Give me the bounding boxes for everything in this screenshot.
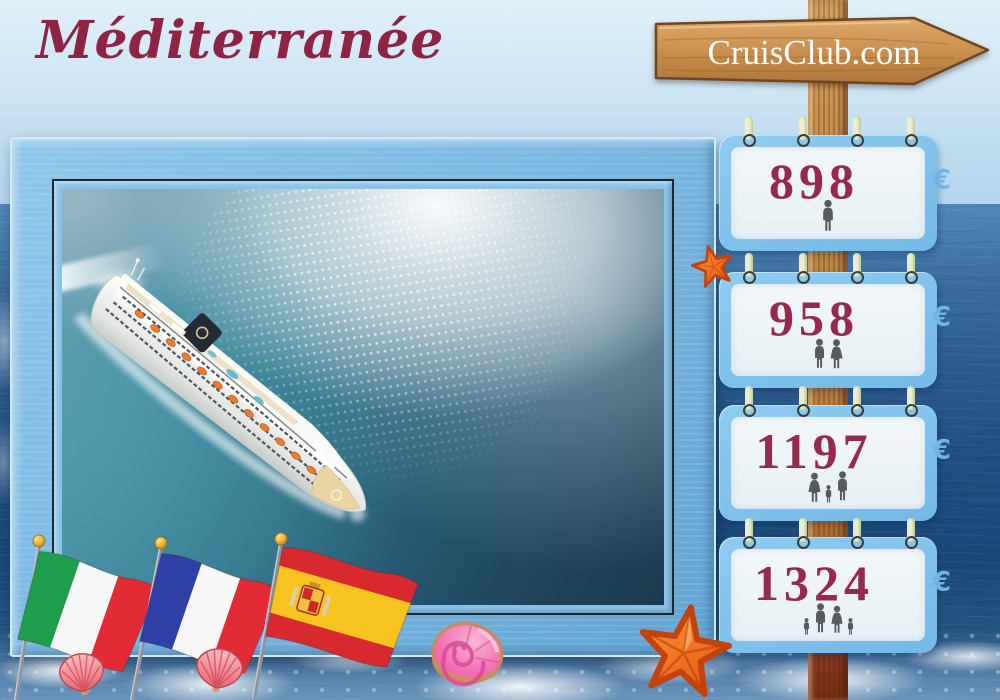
hanger-loop [743, 253, 756, 284]
price-panel: 898 € [731, 147, 951, 239]
cruise-ship-photo [62, 189, 664, 605]
person-icon [837, 471, 847, 501]
occupancy-icon-2-adults [731, 337, 925, 370]
hanger-loop [743, 386, 756, 417]
price-amount: 898 [769, 153, 859, 209]
starfish-icon [639, 604, 733, 697]
child-icon [847, 618, 853, 635]
price-amount: 1324 [754, 555, 874, 611]
euro-sign: € [932, 301, 951, 333]
hanger-loop [797, 518, 810, 549]
flag-italy [6, 532, 176, 700]
pole-finial [154, 536, 168, 550]
cruise-ship-icon [62, 238, 420, 564]
hanger-loop [851, 116, 864, 147]
person-icon [808, 472, 820, 502]
pole-finial [32, 534, 46, 548]
spiral-shell-icon [431, 622, 504, 687]
occupancy-icon-1-adult [731, 198, 925, 233]
price-amount: 1197 [755, 423, 873, 479]
hanger-loop [905, 518, 918, 549]
euro-sign: € [932, 434, 951, 466]
hanger-loop [797, 116, 810, 147]
person-icon [815, 338, 824, 368]
price-sign-2-adults-2-children[interactable]: 1324 € [719, 518, 951, 653]
scallop-shell-icon [59, 653, 104, 696]
flag-pole [252, 543, 283, 699]
euro-sign: € [932, 566, 951, 598]
page-title: Méditerranée [36, 10, 445, 71]
price-sign-1-adult[interactable]: 898 € [719, 116, 951, 251]
person-icon [830, 605, 843, 633]
flag-spain [248, 530, 443, 700]
price-panel: 958 € [731, 284, 951, 376]
hanger-loop [797, 386, 810, 417]
price-panel: 1324 € [731, 549, 951, 641]
hanger-loop [905, 253, 918, 284]
spain-coat-of-arms [289, 581, 332, 617]
hanger-loop [797, 253, 810, 284]
pole-finial [274, 532, 288, 546]
child-icon [825, 485, 831, 503]
price-amount: 958 [769, 290, 859, 346]
occupancy-icon-2-adults-2-children [731, 601, 925, 635]
signpost-label[interactable]: CruisClub.com [708, 33, 921, 72]
occupancy-icon-2-adults-1-child [731, 469, 925, 503]
price-panel: 1197 € [731, 417, 951, 509]
person-icon [830, 339, 843, 369]
starfish-icon [690, 245, 733, 288]
hanger-loop [905, 116, 918, 147]
hanger-loop [743, 518, 756, 549]
hanger-loop [905, 386, 918, 417]
child-icon [803, 618, 809, 635]
scallop-shell-icon [196, 648, 243, 693]
funnel [182, 313, 222, 353]
hanger-loop [851, 386, 864, 417]
person-icon [823, 199, 833, 231]
hanger-loop [743, 116, 756, 147]
hanger-loop [851, 518, 864, 549]
price-sign-2-adults-1-child[interactable]: 1197 € [719, 386, 951, 521]
person-icon [815, 603, 825, 633]
price-sign-2-adults[interactable]: 958 € [719, 253, 951, 388]
euro-sign: € [932, 164, 951, 196]
hanger-loop [851, 253, 864, 284]
signpost-arrow[interactable]: CruisClub.com [648, 6, 1000, 102]
